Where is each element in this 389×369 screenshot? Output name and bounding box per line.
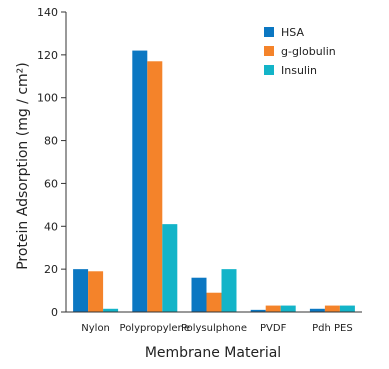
axes (65, 12, 362, 313)
x-tick-label: PVDF (260, 323, 287, 334)
legend-swatch (264, 46, 274, 56)
legend-swatch (264, 27, 274, 37)
legend-label: g-globulin (281, 45, 336, 58)
bar-hsa-nylon (73, 269, 89, 312)
y-tick-label: 100 (37, 92, 58, 105)
y-tick-label: 20 (44, 263, 58, 276)
bar-hsa-pvdf (250, 309, 266, 312)
x-tick-label: Nylon (81, 323, 110, 334)
x-tick-label: Polypropylene (120, 323, 191, 334)
bar-g-globulin-polysulphone (206, 292, 222, 312)
bar-g-globulin-pdh-pes (324, 305, 340, 312)
bar-hsa-polysulphone (191, 277, 207, 312)
y-axis-ticks: 0 20 40 60 80 100 120 140 (37, 6, 66, 319)
legend-label: HSA (281, 26, 304, 39)
x-axis-title: Membrane Material (145, 345, 281, 361)
y-axis-title: Protein Adsorption (mg / cm²) (15, 62, 31, 270)
y-tick-label: 40 (44, 220, 58, 233)
x-tick-label: Pdh PES (312, 323, 353, 334)
legend-swatch (264, 65, 274, 75)
bar-g-globulin-pvdf (265, 305, 281, 312)
bar-hsa-polypropylene (132, 50, 148, 312)
y-tick-label: 140 (37, 6, 58, 19)
y-tick-label: 120 (37, 49, 58, 62)
y-tick-label: 0 (51, 306, 58, 319)
bars (73, 50, 355, 313)
bar-insulin-polypropylene (162, 224, 178, 312)
bar-g-globulin-nylon (88, 271, 104, 312)
bar-insulin-nylon (103, 308, 119, 312)
bar-hsa-pdh-pes (309, 308, 325, 312)
y-tick-label: 60 (44, 177, 58, 190)
bar-insulin-pvdf (280, 305, 296, 312)
x-tick-label: Polysulphone (181, 323, 247, 334)
bar-g-globulin-polypropylene (147, 61, 163, 313)
legend-label: Insulin (281, 64, 317, 77)
bar-insulin-pdh-pes (339, 305, 355, 312)
y-tick-label: 80 (44, 135, 58, 148)
bar-insulin-polysulphone (221, 269, 237, 312)
legend: HSA g-globulin Insulin (264, 26, 336, 77)
